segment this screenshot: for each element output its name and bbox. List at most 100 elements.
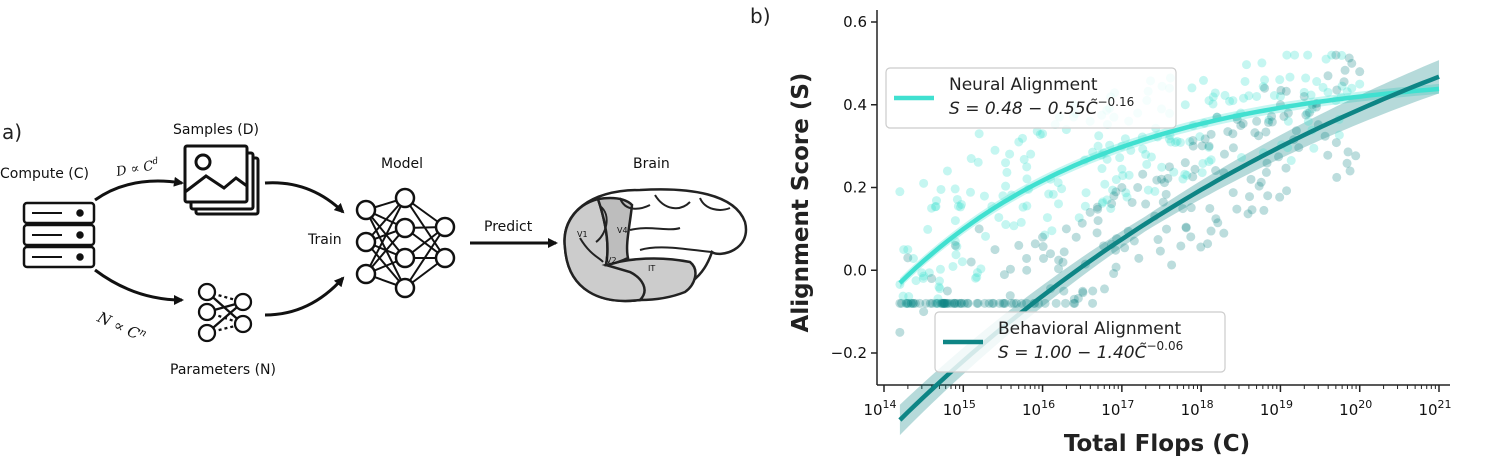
data-point	[938, 298, 948, 308]
data-point	[1208, 99, 1218, 109]
data-point	[1109, 269, 1119, 279]
data-point	[956, 199, 966, 209]
data-point	[1166, 137, 1176, 147]
data-point	[1127, 197, 1137, 207]
data-point	[973, 298, 983, 308]
data-point	[932, 298, 942, 308]
data-point	[1111, 262, 1121, 272]
data-point	[1290, 50, 1300, 60]
x-axis-label: Total Flops (C)	[1064, 431, 1250, 457]
data-point	[919, 178, 929, 188]
data-point	[1282, 50, 1292, 60]
data-point	[908, 254, 918, 264]
data-point	[906, 298, 916, 308]
data-point	[1285, 72, 1295, 82]
data-point	[1211, 166, 1221, 176]
data-point	[989, 298, 999, 308]
data-point	[1196, 242, 1206, 252]
data-point	[1046, 249, 1055, 259]
data-point	[1085, 207, 1095, 217]
data-point	[1100, 179, 1110, 189]
data-point	[1347, 58, 1357, 68]
data-point	[1157, 162, 1167, 172]
data-point	[1304, 108, 1314, 118]
data-point	[1001, 158, 1011, 168]
data-point	[1039, 253, 1049, 263]
data-point	[956, 298, 966, 308]
data-point	[1121, 188, 1131, 198]
data-point	[1054, 264, 1064, 274]
data-point	[1347, 83, 1357, 93]
data-point	[1311, 102, 1321, 112]
data-point	[942, 166, 952, 176]
data-point	[919, 307, 929, 317]
data-point	[1180, 158, 1190, 168]
region-v4: V4	[617, 226, 628, 235]
x-tick-label: 1019	[1260, 398, 1293, 419]
data-point	[1102, 154, 1112, 164]
data-point	[1146, 152, 1156, 162]
data-point	[1099, 284, 1109, 294]
data-point	[1301, 110, 1311, 120]
data-point	[973, 157, 983, 167]
data-point	[1093, 216, 1103, 226]
data-point	[1321, 54, 1331, 64]
data-point	[1187, 83, 1197, 93]
data-point	[1048, 189, 1058, 199]
data-point	[1188, 141, 1198, 151]
data-point	[1197, 168, 1207, 178]
data-point	[1281, 163, 1291, 173]
data-point	[1030, 239, 1040, 249]
data-point	[1228, 188, 1238, 198]
data-point	[1204, 142, 1214, 152]
data-point	[965, 187, 975, 197]
data-point	[933, 294, 943, 304]
data-point	[1051, 298, 1061, 308]
data-point	[1172, 136, 1182, 146]
train-label: Train	[308, 232, 342, 248]
data-point	[1301, 73, 1311, 83]
data-point	[1097, 198, 1107, 208]
data-point	[1306, 90, 1316, 100]
data-point	[1260, 83, 1270, 93]
data-point	[1042, 213, 1052, 223]
data-point	[1014, 137, 1024, 147]
data-point	[971, 273, 981, 283]
data-point	[1009, 298, 1019, 308]
data-point	[984, 298, 994, 308]
region-v1: V1	[577, 230, 588, 239]
series-points-1	[895, 50, 1365, 337]
data-point	[1340, 65, 1350, 75]
data-point	[1074, 213, 1084, 223]
data-point	[1164, 134, 1174, 144]
data-point	[1138, 144, 1148, 154]
data-point	[1069, 298, 1079, 308]
region-it: IT	[648, 264, 655, 273]
data-point	[1232, 204, 1242, 214]
data-point	[1283, 108, 1293, 118]
arrow-compute-to-samples	[94, 176, 184, 202]
data-point	[1339, 77, 1349, 87]
data-point	[901, 298, 911, 308]
data-point	[1342, 158, 1352, 168]
data-point	[1337, 50, 1347, 60]
data-point	[1111, 245, 1121, 255]
data-point	[1094, 131, 1104, 141]
data-point	[1054, 199, 1064, 209]
data-point	[1190, 164, 1200, 174]
data-point	[952, 194, 962, 204]
data-point	[1164, 162, 1174, 172]
data-point	[1291, 126, 1301, 136]
data-point	[1070, 298, 1080, 308]
x-tick-label: 1015	[943, 398, 976, 419]
data-point	[981, 231, 991, 241]
legend-box	[885, 67, 1177, 129]
samples-label: Samples (D)	[173, 122, 259, 138]
image-stack-icon	[183, 144, 260, 216]
data-point	[966, 154, 976, 164]
data-point	[962, 298, 972, 308]
panel-a-label: a)	[2, 120, 23, 144]
data-point	[1019, 154, 1029, 164]
data-point	[1331, 50, 1341, 60]
data-point	[931, 201, 941, 211]
